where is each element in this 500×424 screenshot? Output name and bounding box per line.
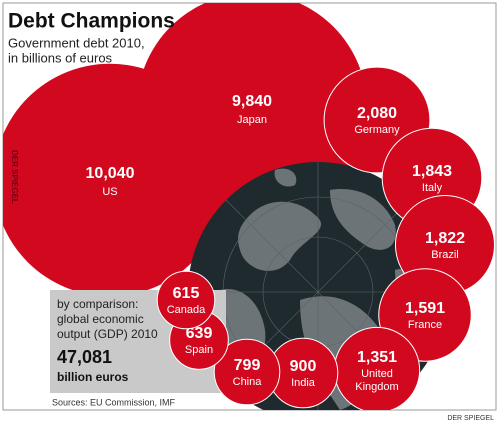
comparison-text: global economic: [57, 312, 144, 326]
value-label: 1,822: [425, 230, 465, 247]
value-label: 10,040: [86, 165, 135, 182]
chart-title: Debt Champions: [8, 10, 175, 33]
category-label: India: [291, 377, 316, 389]
value-label: 1,591: [405, 300, 445, 317]
subtitle: in billions of euros: [8, 50, 113, 65]
value-label: 1,351: [357, 349, 397, 366]
category-label: Germany: [354, 124, 400, 136]
bubble: [213, 338, 281, 406]
value-label: 900: [290, 358, 317, 375]
value-label: 1,843: [412, 163, 452, 180]
subtitle: Government debt 2010,: [8, 35, 145, 50]
category-label: United Kingdom: [355, 368, 398, 393]
value-label: 799: [234, 357, 261, 374]
value-label: 2,080: [357, 105, 397, 122]
category-label: Spain: [185, 344, 213, 356]
value-label: 615: [173, 285, 200, 302]
bubble: [156, 270, 216, 330]
credit: DER SPIEGEL: [447, 415, 494, 422]
source: Sources: EU Commission, IMF: [52, 397, 176, 407]
category-label: US: [102, 186, 117, 198]
comparison-text: output (GDP) 2010: [57, 327, 158, 341]
comparison-unit: billion euros: [57, 370, 129, 384]
category-label: Italy: [422, 182, 443, 194]
category-label: China: [233, 376, 263, 388]
watermark: DER SPIEGEL: [10, 150, 19, 204]
category-label: Brazil: [431, 249, 459, 261]
small-bubbles: 2,080 Germany 1,843 Italy 1,822 Brazil 1,591 Fr…: [156, 66, 496, 410]
comparison-text: by comparison:: [57, 297, 138, 311]
category-label: France: [408, 319, 442, 331]
value-label: 639: [186, 325, 213, 342]
category-label: Canada: [167, 304, 206, 316]
value-label: 9,840: [232, 93, 272, 110]
category-label: Japan: [237, 114, 267, 126]
comparison-value: 47,081: [57, 347, 112, 367]
